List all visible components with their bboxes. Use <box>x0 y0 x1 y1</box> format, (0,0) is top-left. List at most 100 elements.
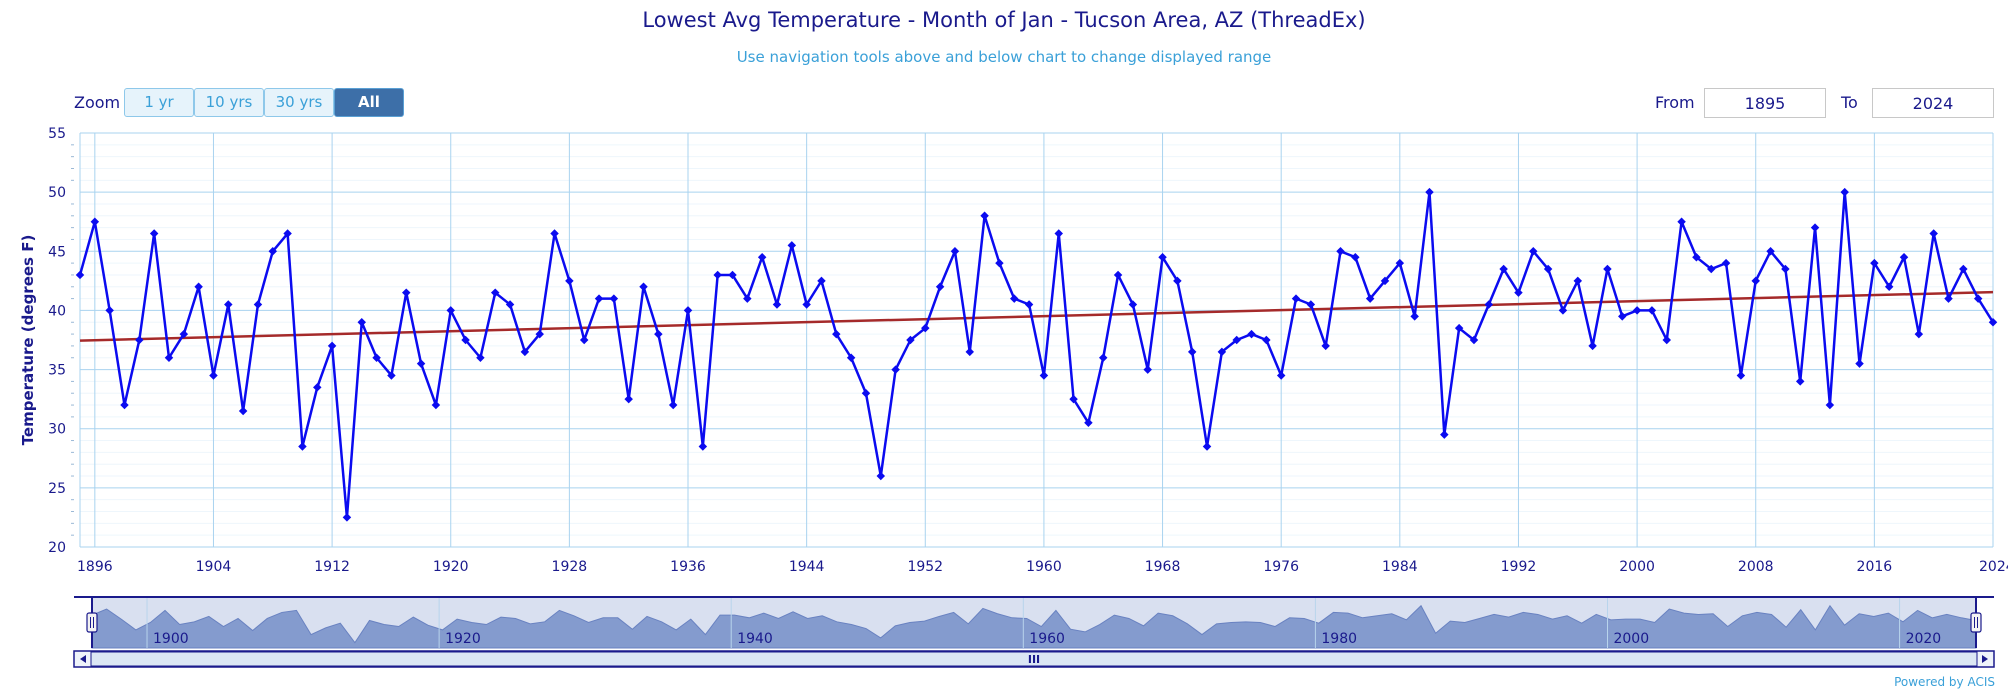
data-point <box>431 400 441 410</box>
x-tick-label: 1896 <box>77 559 113 575</box>
zoom-1yr-button[interactable]: 1 yr <box>124 88 194 117</box>
data-point <box>1855 359 1864 368</box>
data-point <box>654 329 663 339</box>
chart-title: Lowest Avg Temperature - Month of Jan - … <box>642 8 1366 32</box>
data-point <box>283 229 292 238</box>
data-point <box>1870 258 1879 268</box>
data-point <box>1113 270 1123 280</box>
x-tick-label: 1968 <box>1145 559 1181 575</box>
data-point <box>1232 335 1241 345</box>
data-point <box>1543 264 1553 274</box>
data-point <box>120 400 129 410</box>
handle-body <box>1970 612 1982 633</box>
data-point <box>505 300 515 309</box>
zoom-all-button[interactable]: All <box>334 88 404 117</box>
handle-body <box>86 612 98 633</box>
data-point <box>1662 335 1671 345</box>
data-point <box>668 400 678 410</box>
data-point <box>194 282 203 292</box>
data-point <box>1795 377 1805 386</box>
scroll-left-arrow-icon <box>80 655 86 663</box>
x-tick-label: 2000 <box>1619 559 1655 575</box>
y-tick-label: 25 <box>48 481 66 497</box>
data-point <box>1321 341 1330 351</box>
x-tick-label: 1952 <box>907 559 943 575</box>
data-point <box>416 359 426 368</box>
x-tick-label: 1928 <box>552 559 588 575</box>
data-point <box>1469 335 1479 345</box>
from-date-input[interactable] <box>1704 88 1826 118</box>
data-point <box>1914 329 1924 339</box>
data-point <box>772 300 782 309</box>
navigator-year-label: 1900 <box>153 631 189 647</box>
data-point <box>995 258 1004 268</box>
data-point <box>683 306 693 315</box>
scrollbar-thumb <box>90 651 1978 667</box>
data-point <box>1143 365 1152 374</box>
zoom-10yrs-button[interactable]: 10 yrs <box>194 88 264 117</box>
data-point <box>1202 442 1212 451</box>
data-point <box>1751 276 1760 286</box>
data-point <box>1262 335 1271 345</box>
data-point <box>1173 276 1182 286</box>
navigator-series-area <box>91 604 1977 649</box>
data-point <box>446 306 455 315</box>
x-tick-label: 1960 <box>1026 559 1062 575</box>
zoom-30yrs-button[interactable]: 30 yrs <box>264 88 334 117</box>
data-point <box>1039 371 1049 380</box>
data-point <box>1098 353 1108 362</box>
data-point <box>1187 347 1197 357</box>
data-point <box>372 353 381 362</box>
data-point <box>1514 288 1523 297</box>
x-tick-label: 1992 <box>1501 559 1537 575</box>
navigator[interactable]: 1900 1920 1940 1960 1980 2000 2020 III <box>73 596 1995 668</box>
data-point <box>105 306 114 315</box>
credit-link[interactable]: Powered by ACIS <box>1894 675 1995 689</box>
x-tick-label: 1976 <box>1263 559 1299 575</box>
data-point <box>743 294 752 303</box>
x-tick-label: 2016 <box>1857 559 1893 575</box>
data-point <box>1781 264 1790 274</box>
navigator-year-label: 1940 <box>737 631 773 647</box>
navigator-scrollbar[interactable]: III <box>73 650 1995 668</box>
data-point <box>1558 306 1568 315</box>
data-point <box>609 294 619 303</box>
navigator-right-handle[interactable] <box>1970 612 1982 633</box>
data-point <box>935 282 945 292</box>
y-tick-label: 40 <box>48 303 66 319</box>
x-tick-label: 2024 <box>1979 559 2008 575</box>
data-point <box>1884 282 1894 292</box>
navigator-year-label: 1960 <box>1029 631 1065 647</box>
series-layer <box>75 187 1998 522</box>
to-date-input[interactable] <box>1872 88 1994 118</box>
navigator-left-handle[interactable] <box>86 612 98 633</box>
data-point <box>1706 264 1716 274</box>
x-tick-label: 1984 <box>1382 559 1418 575</box>
data-point <box>1573 276 1583 286</box>
data-point <box>164 353 174 362</box>
data-point <box>1603 264 1612 274</box>
y-tick-label: 55 <box>48 126 66 142</box>
x-tick-label: 2008 <box>1738 559 1774 575</box>
data-point <box>891 365 900 374</box>
temperature-line <box>78 190 1995 519</box>
scroll-right-arrow-icon <box>1982 655 1988 663</box>
navigator-year-label: 1920 <box>445 631 481 647</box>
x-tick-label: 1944 <box>789 559 825 575</box>
data-point <box>520 347 530 357</box>
data-point <box>817 276 826 286</box>
data-point <box>1010 294 1019 303</box>
data-point <box>1736 371 1746 380</box>
data-point <box>75 270 85 280</box>
scrollbar-grip-icon: III <box>1028 653 1040 666</box>
data-point <box>832 329 841 339</box>
x-tick-label: 1920 <box>433 559 469 575</box>
data-point <box>639 282 648 292</box>
data-point <box>313 383 322 392</box>
data-point <box>876 471 886 481</box>
data-point <box>1484 300 1494 309</box>
data-point <box>713 270 722 280</box>
data-point <box>1365 294 1375 303</box>
data-point <box>802 300 811 309</box>
